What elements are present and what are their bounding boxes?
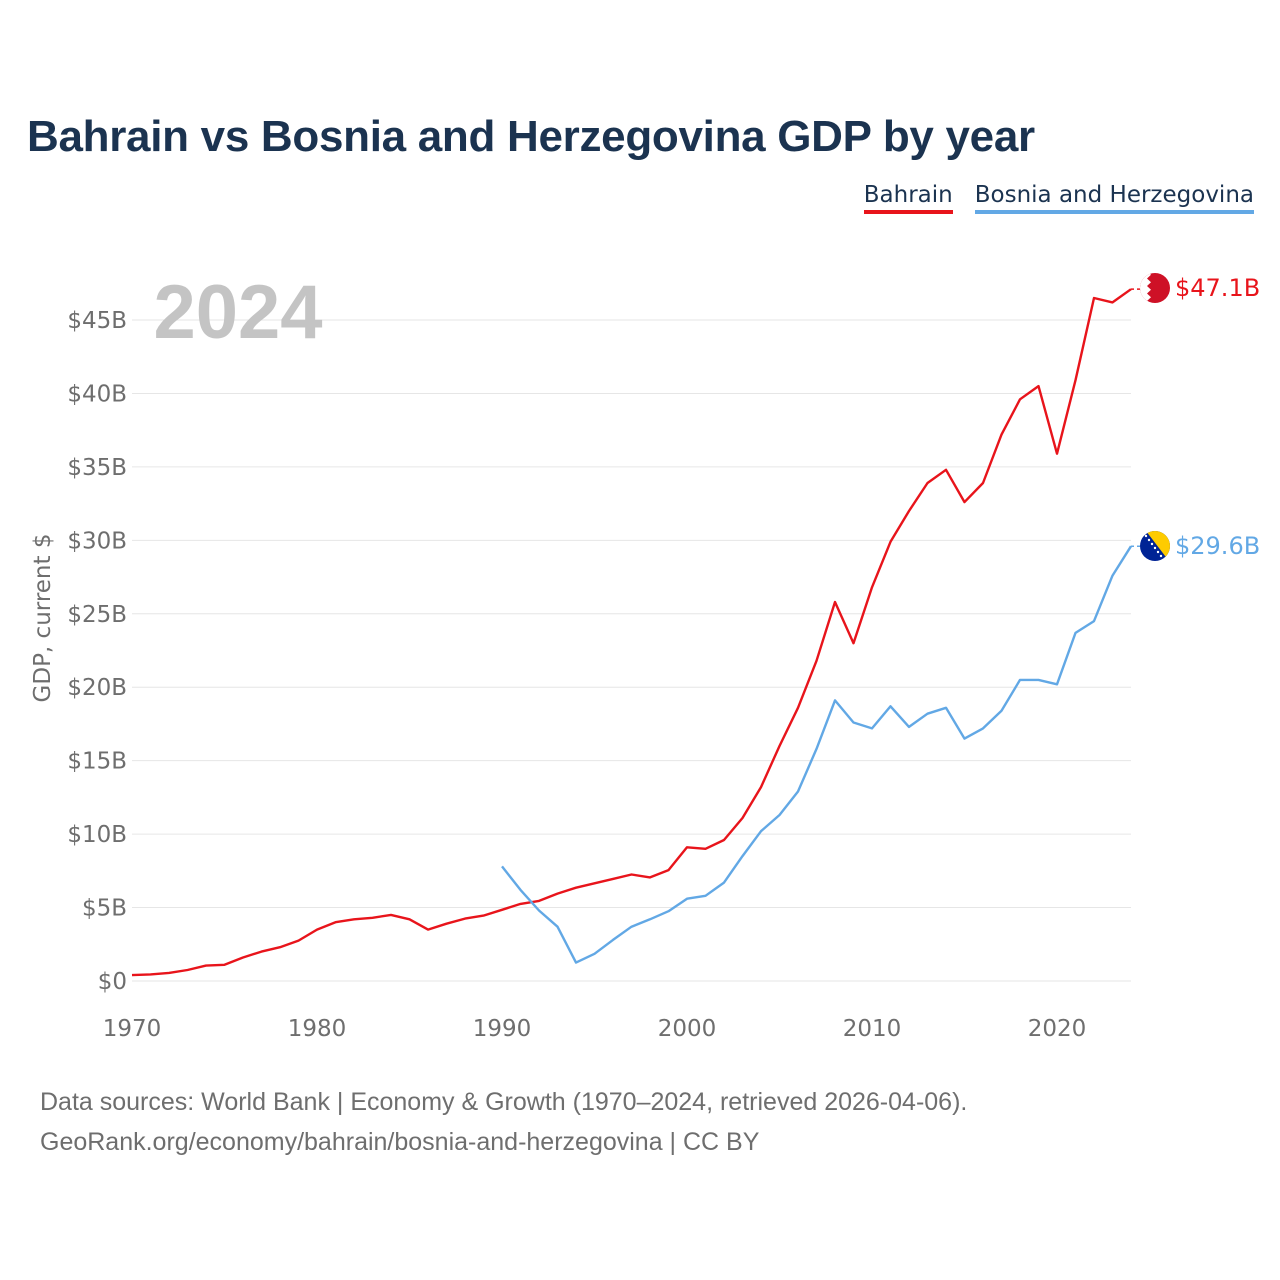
y-tick-label: $40B xyxy=(67,381,127,407)
chart-title: Bahrain vs Bosnia and Herzegovina GDP by… xyxy=(27,112,1035,161)
y-tick-label: $35B xyxy=(67,455,127,481)
y-tick-label: $45B xyxy=(67,308,127,334)
x-tick-label: 2010 xyxy=(843,1016,902,1042)
y-tick-label: $15B xyxy=(67,749,127,775)
y-tick-label: $10B xyxy=(67,822,127,848)
x-tick-label: 1970 xyxy=(103,1016,162,1042)
grid xyxy=(132,319,1131,982)
footer: Data sources: World Bank | Economy & Gro… xyxy=(40,1082,967,1162)
attribution-link[interactable]: GeoRank.org/economy/bahrain/bosnia-and-h… xyxy=(40,1128,760,1156)
legend: Bahrain Bosnia and Herzegovina xyxy=(863,182,1254,214)
legend-bosnia[interactable]: Bosnia and Herzegovina xyxy=(974,182,1254,214)
y-tick-label: $30B xyxy=(67,528,127,554)
y-tick-label: $0 xyxy=(98,969,127,995)
legend-bahrain[interactable]: Bahrain xyxy=(863,182,953,214)
x-axis: 1970 1980 1990 2000 2010 2020 xyxy=(103,1016,1087,1042)
x-tick-label: 2020 xyxy=(1028,1016,1087,1042)
series-line-bahrain xyxy=(131,288,1132,977)
bahrain-flag-icon xyxy=(1140,273,1170,303)
year-watermark: 2024 xyxy=(153,270,322,355)
y-tick-label: $5B xyxy=(82,896,127,922)
line-chart: 2024 $0 $5B $10B $15B $20B $25B $30B $35B $40B $4… xyxy=(30,270,1260,1042)
x-tick-label: 2000 xyxy=(658,1016,717,1042)
y-tick-label: $20B xyxy=(67,675,127,701)
y-axis: $0 $5B $10B $15B $20B $25B $30B $35B $40B $45B xyxy=(67,308,127,995)
bosnia-flag-icon xyxy=(1140,531,1170,561)
x-tick-label: 1990 xyxy=(473,1016,532,1042)
end-label-bosnia: $29.6B xyxy=(1175,532,1260,560)
data-source-text: Data sources: World Bank | Economy & Gro… xyxy=(40,1088,968,1116)
y-tick-label: $25B xyxy=(67,602,127,628)
series-line-bosnia xyxy=(501,545,1133,964)
series-group xyxy=(131,288,1142,977)
end-label-bahrain: $47.1B xyxy=(1175,274,1260,302)
y-axis-label: GDP, current $ xyxy=(30,534,56,703)
x-tick-label: 1980 xyxy=(288,1016,347,1042)
